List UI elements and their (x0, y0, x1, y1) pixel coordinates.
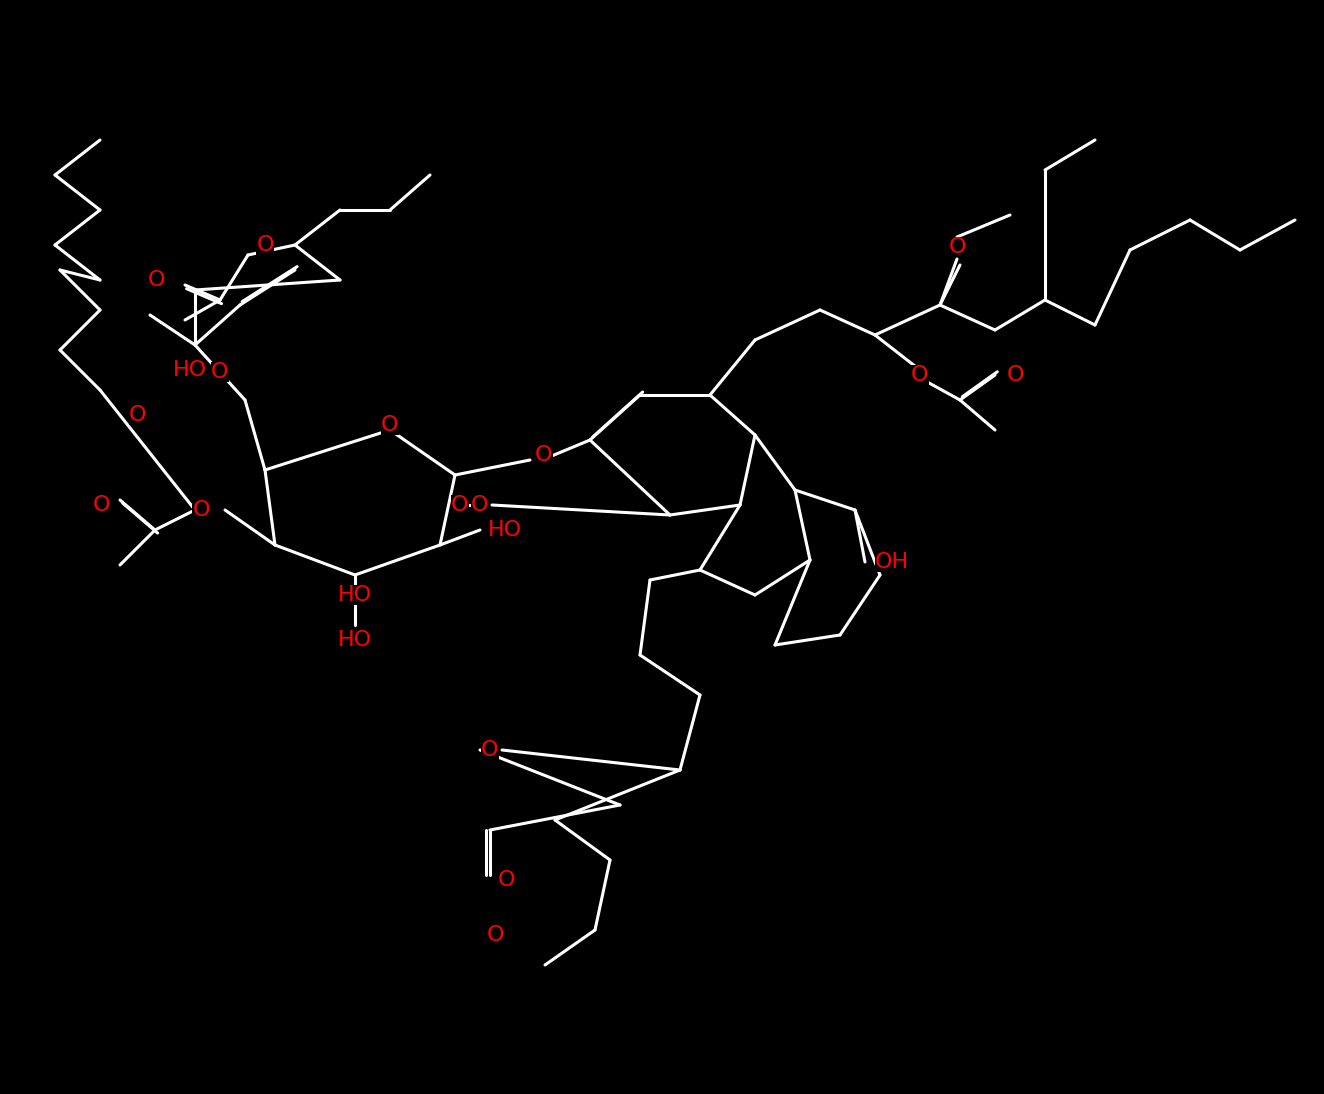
Text: O: O (498, 870, 515, 891)
Text: O: O (481, 740, 499, 760)
Text: O: O (93, 494, 110, 515)
Text: O: O (471, 494, 489, 515)
Text: HO: HO (338, 585, 372, 605)
Text: HO: HO (173, 360, 207, 380)
Text: O: O (381, 415, 399, 435)
Text: O: O (487, 926, 504, 945)
Text: O: O (192, 500, 211, 520)
Text: O: O (130, 405, 147, 424)
Text: O: O (535, 445, 552, 465)
Text: O: O (948, 237, 965, 257)
Text: HO: HO (338, 630, 372, 650)
Text: O: O (1008, 365, 1025, 385)
Text: O: O (147, 270, 166, 290)
Text: HO: HO (489, 520, 522, 540)
Text: O: O (451, 494, 469, 515)
Text: O: O (257, 235, 274, 255)
Text: O: O (911, 365, 928, 385)
Text: O: O (212, 362, 229, 382)
Text: OH: OH (875, 552, 910, 572)
Text: O: O (257, 235, 274, 255)
